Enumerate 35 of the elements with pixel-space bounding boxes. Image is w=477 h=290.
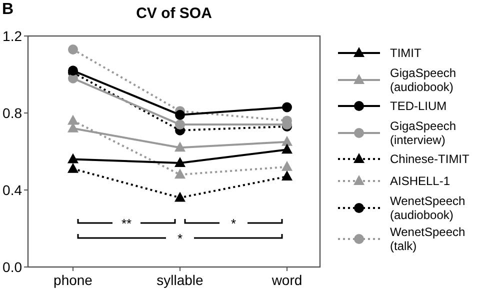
annotation: **: [121, 216, 132, 231]
x-tick-label: word: [270, 272, 302, 288]
point: [282, 102, 292, 112]
annotation: *: [230, 216, 236, 231]
annotation: *: [177, 231, 183, 246]
legend-label: WenetSpeech (audiobook): [390, 194, 466, 222]
point: [282, 170, 292, 181]
legend-label: TIMIT: [390, 46, 422, 60]
point: [282, 144, 292, 154]
point: [68, 44, 78, 54]
legend-label: GigaSpeech (interview): [390, 119, 456, 147]
point: [175, 120, 185, 130]
point: [174, 168, 186, 179]
y-tick-label: 0.4: [2, 182, 22, 198]
text: B: [2, 1, 14, 18]
point: [174, 192, 186, 202]
legend-label: AISHELL-1: [390, 174, 450, 188]
point: [282, 136, 292, 146]
chart-title: CV of SOA: [136, 5, 212, 22]
point: [174, 157, 186, 168]
x-tick-label: phone: [54, 272, 93, 288]
legend-label: WenetSpeech (talk): [390, 225, 466, 253]
y-tick-label: 1.2: [2, 28, 22, 44]
point: [175, 110, 185, 120]
point: [68, 162, 78, 173]
point: [282, 160, 292, 171]
point: [68, 114, 78, 125]
point: [68, 153, 78, 164]
legend-label: Chinese-TIMIT: [390, 152, 470, 166]
legend-label: GigaSpeech (audiobook): [390, 66, 456, 94]
legend-label: TED-LIUM: [390, 99, 447, 114]
y-tick-label: 0.8: [2, 104, 22, 121]
y-tick-label: 0.0: [2, 258, 22, 275]
x-tick-label: syllable: [156, 272, 204, 288]
point: [174, 142, 186, 152]
